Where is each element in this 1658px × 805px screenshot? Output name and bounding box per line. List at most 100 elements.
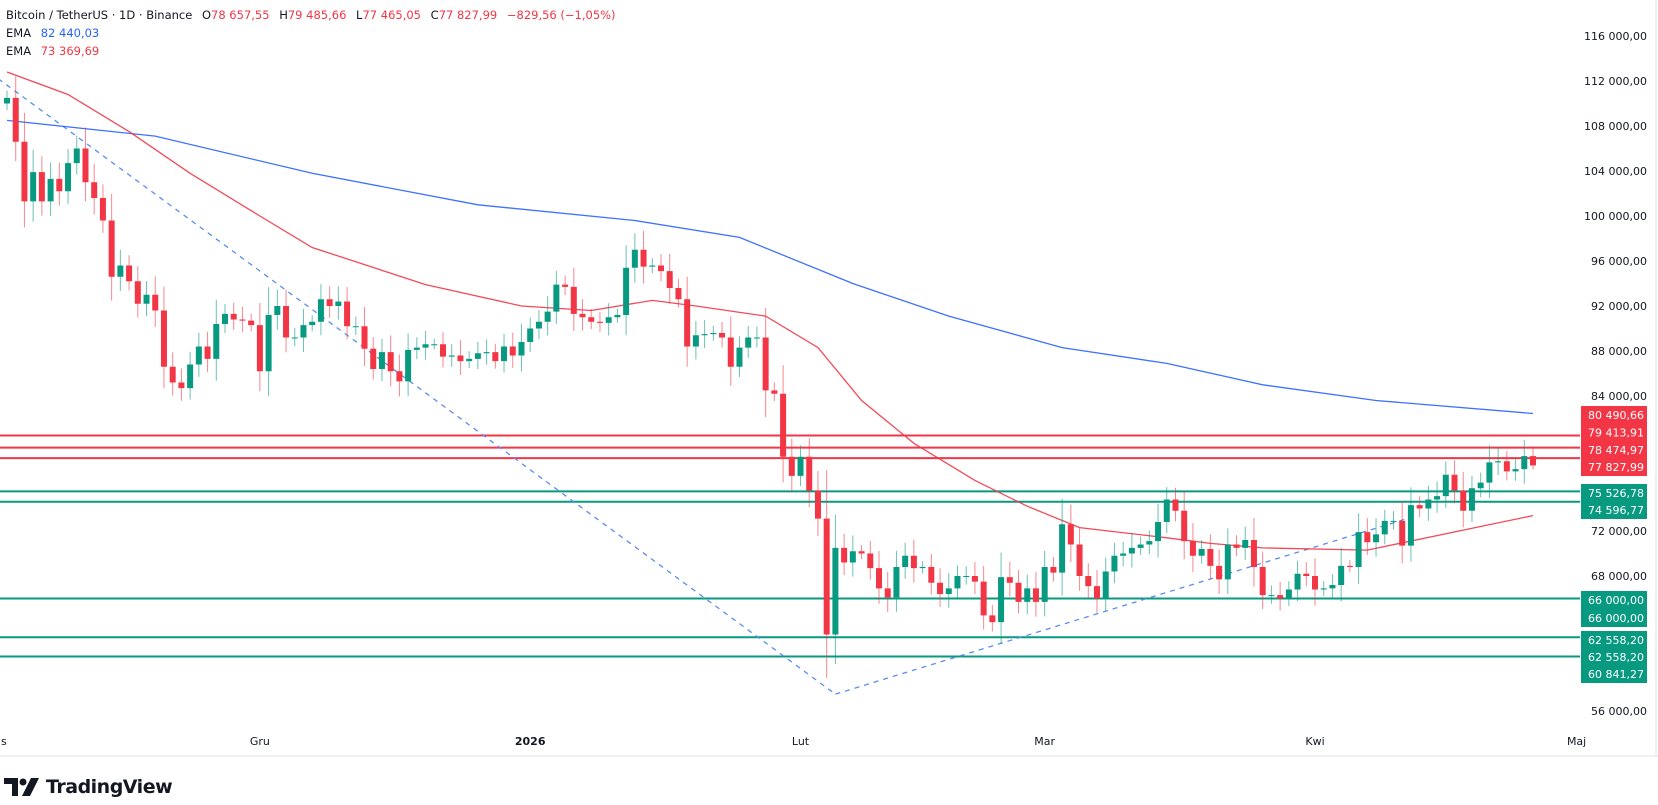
candle[interactable] bbox=[1015, 570, 1022, 614]
candle[interactable] bbox=[1094, 570, 1100, 613]
candle[interactable] bbox=[56, 162, 63, 206]
candle[interactable] bbox=[1189, 523, 1196, 573]
candle[interactable] bbox=[605, 303, 612, 336]
candle[interactable] bbox=[143, 281, 150, 317]
candle[interactable] bbox=[1530, 446, 1536, 470]
candle[interactable] bbox=[753, 326, 760, 348]
candle[interactable] bbox=[108, 193, 115, 301]
candle[interactable] bbox=[736, 336, 743, 377]
candle[interactable] bbox=[1364, 518, 1371, 555]
candle[interactable] bbox=[187, 351, 194, 400]
candle[interactable] bbox=[806, 438, 813, 508]
candle[interactable] bbox=[727, 316, 734, 386]
candle[interactable] bbox=[771, 382, 778, 401]
candle[interactable] bbox=[239, 306, 246, 333]
candle[interactable] bbox=[963, 566, 970, 585]
candle[interactable] bbox=[814, 471, 821, 537]
candle[interactable] bbox=[370, 337, 377, 380]
candle[interactable] bbox=[902, 542, 909, 579]
candle[interactable] bbox=[501, 333, 508, 373]
candle[interactable] bbox=[614, 308, 621, 323]
candle[interactable] bbox=[213, 299, 220, 381]
candle[interactable] bbox=[1486, 445, 1493, 499]
candle[interactable] bbox=[361, 307, 368, 366]
candle[interactable] bbox=[431, 338, 438, 350]
candle[interactable] bbox=[719, 321, 726, 348]
candle[interactable] bbox=[675, 279, 682, 308]
ema-red-row[interactable]: EMA 73 369,69 bbox=[6, 42, 616, 60]
candle[interactable] bbox=[971, 561, 978, 595]
candle[interactable] bbox=[631, 233, 638, 283]
candle[interactable] bbox=[1041, 550, 1048, 617]
candle[interactable] bbox=[300, 309, 307, 352]
candle[interactable] bbox=[666, 253, 673, 304]
candle[interactable] bbox=[1224, 528, 1231, 594]
candle[interactable] bbox=[841, 533, 848, 576]
candle[interactable] bbox=[1373, 518, 1380, 557]
candle[interactable] bbox=[1346, 559, 1353, 573]
candle[interactable] bbox=[710, 325, 717, 341]
candle[interactable] bbox=[1032, 571, 1039, 617]
candle[interactable] bbox=[945, 572, 952, 608]
candle[interactable] bbox=[1355, 513, 1362, 584]
candle[interactable] bbox=[326, 286, 333, 318]
candle[interactable] bbox=[1120, 541, 1127, 567]
ema-red-line[interactable] bbox=[6, 71, 1534, 551]
candle[interactable] bbox=[1407, 487, 1414, 562]
candle[interactable] bbox=[492, 343, 499, 369]
candle[interactable] bbox=[413, 337, 420, 360]
candle[interactable] bbox=[1207, 534, 1214, 580]
candle[interactable] bbox=[169, 352, 176, 396]
candle[interactable] bbox=[1050, 556, 1057, 582]
plot-area[interactable] bbox=[0, 71, 1580, 695]
candle[interactable] bbox=[1250, 518, 1257, 587]
candle[interactable] bbox=[1294, 560, 1301, 602]
candle[interactable] bbox=[1024, 574, 1031, 615]
candle[interactable] bbox=[99, 184, 106, 233]
candle[interactable] bbox=[893, 550, 900, 612]
candle[interactable] bbox=[1163, 487, 1170, 534]
candle[interactable] bbox=[1111, 542, 1118, 584]
candle[interactable] bbox=[1128, 532, 1135, 568]
candle[interactable] bbox=[858, 544, 865, 560]
candle[interactable] bbox=[291, 327, 298, 347]
candle[interactable] bbox=[265, 287, 272, 397]
candle[interactable] bbox=[30, 149, 37, 222]
candle[interactable] bbox=[980, 565, 987, 630]
candle[interactable] bbox=[21, 112, 28, 228]
candle[interactable] bbox=[178, 368, 185, 401]
candle[interactable] bbox=[126, 255, 133, 291]
candle[interactable] bbox=[832, 514, 839, 665]
candle[interactable] bbox=[937, 568, 944, 607]
candle[interactable] bbox=[701, 320, 708, 348]
candle[interactable] bbox=[466, 351, 473, 369]
candle[interactable] bbox=[134, 266, 141, 318]
candle[interactable] bbox=[117, 249, 124, 291]
candle[interactable] bbox=[1198, 540, 1205, 564]
candle[interactable] bbox=[1268, 585, 1275, 604]
candle[interactable] bbox=[509, 332, 516, 368]
candle[interactable] bbox=[1233, 535, 1240, 557]
candle[interactable] bbox=[483, 339, 490, 365]
candle[interactable] bbox=[1477, 472, 1484, 498]
candle[interactable] bbox=[440, 332, 446, 368]
candle[interactable] bbox=[1076, 528, 1083, 591]
candle[interactable] bbox=[335, 286, 342, 320]
candle[interactable] bbox=[1460, 472, 1467, 528]
candle[interactable] bbox=[230, 302, 237, 330]
candle[interactable] bbox=[378, 338, 385, 382]
candle[interactable] bbox=[1329, 574, 1336, 598]
candle[interactable] bbox=[274, 289, 281, 330]
candle[interactable] bbox=[309, 315, 316, 332]
candle[interactable] bbox=[570, 267, 577, 332]
candle[interactable] bbox=[518, 324, 525, 372]
trendline-dashed[interactable] bbox=[835, 516, 1412, 695]
candle[interactable] bbox=[474, 341, 481, 370]
candle[interactable] bbox=[553, 270, 560, 324]
candle[interactable] bbox=[4, 90, 10, 111]
candle[interactable] bbox=[1416, 495, 1423, 517]
candle[interactable] bbox=[1495, 447, 1502, 476]
candle[interactable] bbox=[1216, 549, 1223, 595]
candle[interactable] bbox=[457, 340, 464, 375]
candle[interactable] bbox=[1085, 563, 1092, 598]
